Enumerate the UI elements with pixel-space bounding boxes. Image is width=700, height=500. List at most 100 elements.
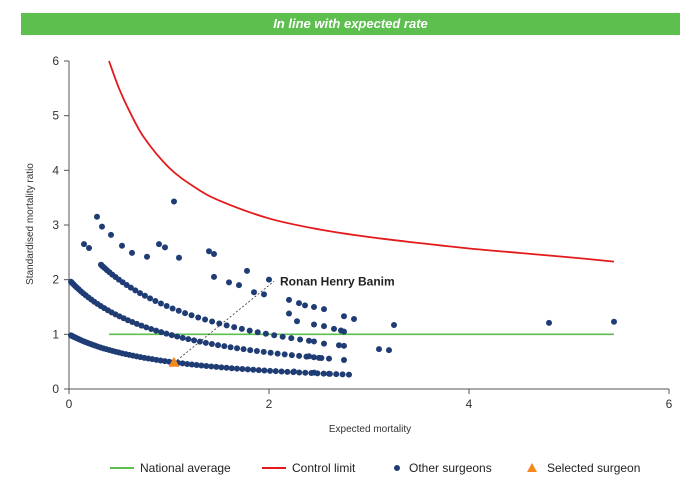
y-axis-label: Standardised mortality ratio xyxy=(25,163,36,285)
legend-label: National average xyxy=(140,461,231,475)
surgeon-point xyxy=(223,322,230,329)
surgeon-point xyxy=(288,335,295,342)
surgeon-point xyxy=(129,319,136,326)
legend-swatch xyxy=(394,465,400,471)
surgeon-point xyxy=(310,354,317,361)
surgeon-point xyxy=(138,322,145,329)
surgeon-point xyxy=(188,361,195,368)
selected-surgeon-label: Ronan Henry Banim xyxy=(280,274,395,288)
surgeon-point xyxy=(320,370,327,377)
surgeon-point xyxy=(346,371,352,378)
surgeon-point xyxy=(236,282,242,289)
legend-label: Other surgeons xyxy=(409,461,492,475)
surgeon-point xyxy=(311,304,317,310)
surgeon-point xyxy=(234,345,241,352)
surgeon-point xyxy=(302,369,309,376)
surgeon-point xyxy=(331,325,337,332)
surgeon-point xyxy=(341,313,347,320)
surgeon-point xyxy=(239,366,246,373)
surgeon-point xyxy=(321,306,327,313)
surgeon-point xyxy=(144,253,150,260)
surgeon-point xyxy=(266,276,272,283)
surgeon-point xyxy=(306,353,312,360)
surgeon-point xyxy=(141,292,148,299)
surgeon-point xyxy=(202,339,209,346)
surgeon-point xyxy=(321,340,327,347)
surgeon-point xyxy=(246,327,253,334)
surgeon-point xyxy=(326,355,332,362)
surgeon-point xyxy=(168,332,175,339)
surgeon-point xyxy=(137,290,144,297)
surgeon-point xyxy=(94,213,100,220)
surgeon-point xyxy=(157,300,164,307)
surgeon-point xyxy=(163,330,170,337)
surgeon-point xyxy=(152,298,159,305)
surgeon-point xyxy=(250,366,257,373)
surgeon-point xyxy=(284,368,291,375)
surgeon-point xyxy=(341,357,347,364)
surgeon-point xyxy=(184,360,191,367)
selected-surgeon-marker xyxy=(168,356,180,367)
surgeon-point xyxy=(296,352,303,359)
surgeon-point xyxy=(163,303,170,310)
surgeon-point xyxy=(281,351,288,358)
surgeon-point xyxy=(158,329,165,336)
surgeon-point xyxy=(286,296,292,303)
surgeon-point xyxy=(99,223,105,230)
surgeon-point xyxy=(341,328,347,335)
surgeon-point xyxy=(188,312,195,319)
surgeon-point xyxy=(206,248,212,255)
surgeon-point xyxy=(386,347,392,354)
x-tick-label: 6 xyxy=(666,397,673,411)
surgeon-point xyxy=(148,325,155,332)
y-tick-label: 2 xyxy=(52,273,59,287)
surgeon-point xyxy=(311,338,317,345)
surgeon-point xyxy=(202,316,209,323)
surgeon-point xyxy=(213,363,220,370)
tick-labels: 0 1 2 3 4 5 6 0 2 4 6 xyxy=(52,54,672,411)
surgeon-point xyxy=(272,368,279,375)
surgeon-point xyxy=(611,318,617,325)
surgeon-point xyxy=(182,310,189,317)
control-limit-curve xyxy=(108,60,615,263)
surgeon-point xyxy=(133,320,140,327)
surgeon-point xyxy=(211,273,217,280)
surgeon-point xyxy=(279,333,286,340)
surgeon-point xyxy=(278,368,285,375)
status-banner: In line with expected rate xyxy=(21,13,680,35)
surgeon-point xyxy=(208,363,215,370)
surgeon-point xyxy=(127,284,134,291)
surgeon-point xyxy=(267,367,274,374)
surgeon-point xyxy=(195,314,202,321)
surgeon-point xyxy=(147,295,154,302)
surgeon-point xyxy=(169,305,176,312)
y-tick-label: 1 xyxy=(52,327,59,341)
surgeon-point xyxy=(228,365,235,372)
surgeon-point xyxy=(260,348,267,355)
surgeon-point xyxy=(261,291,267,298)
surgeon-point xyxy=(176,254,182,261)
surgeon-point xyxy=(218,364,225,371)
surgeon-point xyxy=(226,279,232,286)
surgeon-point xyxy=(156,241,162,248)
surgeon-point xyxy=(198,362,205,369)
surgeon-point xyxy=(302,302,308,309)
surgeon-point xyxy=(227,344,234,351)
surgeon-point xyxy=(253,348,260,355)
x-tick-label: 4 xyxy=(466,397,473,411)
surgeon-point xyxy=(238,325,245,332)
surgeon-point xyxy=(221,343,228,350)
axes xyxy=(64,60,670,394)
surgeon-point xyxy=(254,329,261,336)
surgeon-point xyxy=(191,337,198,344)
legend: National average Control limit Other surge… xyxy=(110,461,640,475)
surgeon-point xyxy=(339,371,346,378)
surgeon-point xyxy=(185,336,192,343)
surgeon-point xyxy=(108,231,114,238)
legend-label: Selected surgeon xyxy=(547,461,640,475)
y-tick-label: 6 xyxy=(52,54,59,68)
surgeon-point xyxy=(153,327,160,334)
surgeon-point xyxy=(261,367,268,374)
control-limit-curve xyxy=(108,60,615,263)
